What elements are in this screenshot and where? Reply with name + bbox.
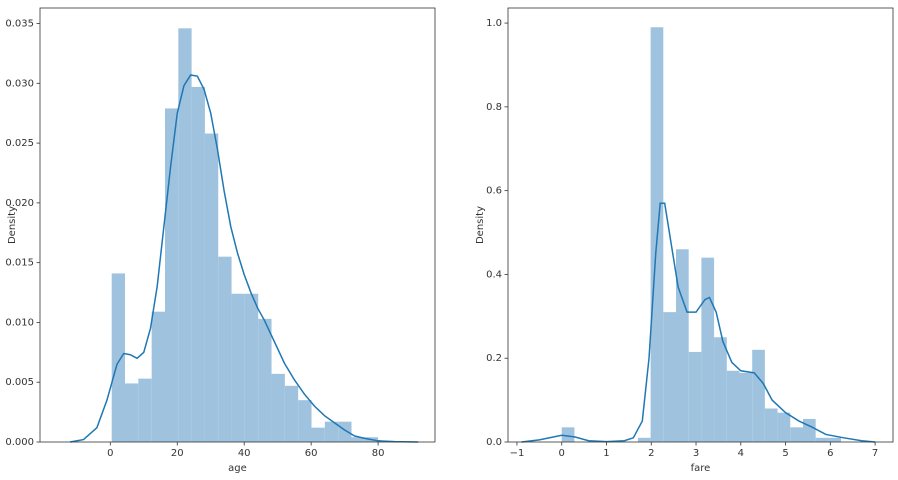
y-tick-label: 0.6 xyxy=(486,186,502,197)
y-tick-label: 0.8 xyxy=(486,102,502,113)
y-tick-label: 0.035 xyxy=(5,19,34,30)
bar xyxy=(284,385,299,442)
x-tick-label: 4 xyxy=(738,448,744,459)
y-tick-label: 0.020 xyxy=(5,198,34,209)
x-tick-label: 0 xyxy=(107,448,113,459)
y-tick-label: 0.005 xyxy=(5,377,34,388)
bar xyxy=(752,349,765,442)
y-tick-label: 0.0 xyxy=(486,437,502,448)
y-axis-label: Density xyxy=(7,206,18,244)
bar xyxy=(218,256,232,442)
x-tick-label: 40 xyxy=(238,448,251,459)
bar xyxy=(701,257,715,442)
bar xyxy=(258,318,272,442)
y-tick-label: 1.0 xyxy=(486,18,502,29)
bar xyxy=(151,311,165,442)
bar xyxy=(637,437,651,442)
bar xyxy=(231,293,245,442)
bar xyxy=(790,427,803,442)
x-tick-label: 3 xyxy=(693,448,699,459)
x-tick-label: 7 xyxy=(872,448,878,459)
bar xyxy=(688,351,702,442)
bar xyxy=(802,418,816,442)
bar xyxy=(191,86,205,442)
bar xyxy=(178,28,192,442)
bar xyxy=(777,412,791,442)
y-tick-label: 0.2 xyxy=(486,353,502,364)
x-axis-label: fare xyxy=(691,463,711,474)
bar xyxy=(138,378,152,442)
x-tick-label: 60 xyxy=(305,448,318,459)
bar xyxy=(111,273,126,442)
bar xyxy=(125,383,139,442)
y-tick-label: 0.015 xyxy=(5,258,34,269)
bar xyxy=(271,373,285,442)
y-tick-label: 0.000 xyxy=(5,437,34,448)
x-tick-label: 80 xyxy=(372,448,385,459)
bar xyxy=(561,427,575,442)
y-axis-label: Density xyxy=(475,206,486,244)
x-tick-label: 2 xyxy=(648,448,654,459)
bar xyxy=(298,400,312,442)
kde-line xyxy=(521,202,876,443)
bar xyxy=(311,427,325,442)
x-tick-label: −1 xyxy=(510,448,525,459)
bar xyxy=(204,133,219,443)
bar xyxy=(815,437,829,442)
x-axis-label: age xyxy=(228,463,247,474)
bar xyxy=(764,408,778,442)
x-tick-label: 20 xyxy=(171,448,184,459)
bar xyxy=(675,249,689,442)
axes-frame xyxy=(39,7,436,443)
bar xyxy=(338,421,352,442)
bar xyxy=(324,421,339,442)
y-tick-label: 0.030 xyxy=(5,78,34,89)
x-tick-label: 6 xyxy=(827,448,833,459)
y-tick-label: 0.010 xyxy=(5,317,34,328)
bar xyxy=(244,293,259,442)
bar xyxy=(351,437,365,442)
bar xyxy=(739,372,753,442)
x-tick-label: 5 xyxy=(782,448,788,459)
axes-frame xyxy=(507,7,894,443)
bar xyxy=(714,337,727,442)
x-tick-label: 1 xyxy=(603,448,609,459)
y-tick-label: 0.025 xyxy=(5,138,34,149)
y-tick-label: 0.4 xyxy=(486,269,502,280)
x-tick-label: 0 xyxy=(559,448,565,459)
bar xyxy=(726,370,740,442)
bar xyxy=(663,312,676,442)
kde-line xyxy=(69,74,419,443)
bar xyxy=(828,437,842,442)
